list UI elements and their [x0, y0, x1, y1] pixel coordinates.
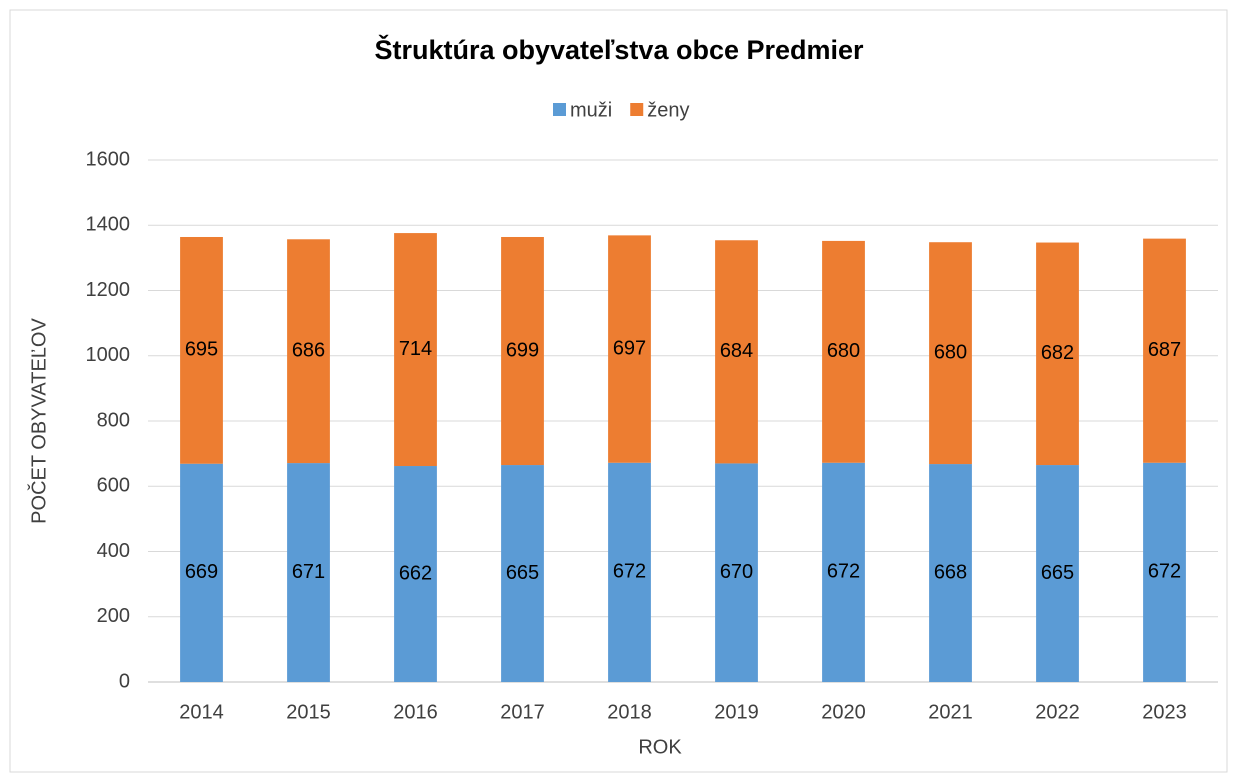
- x-tick-label: 2018: [607, 701, 652, 723]
- legend-swatch: [630, 103, 644, 116]
- bar-segment: [608, 462, 651, 682]
- bar-segment: [180, 463, 223, 682]
- data-label: 695: [185, 339, 218, 361]
- bar-segment: [501, 236, 544, 466]
- y-tick-label: 800: [97, 409, 130, 431]
- x-tick-label: 2015: [286, 701, 331, 723]
- x-tick-label: 2016: [393, 701, 438, 723]
- bar-segment: [501, 465, 544, 682]
- bar-segment: [180, 236, 223, 464]
- legend-label: muži: [570, 99, 612, 121]
- data-label: 671: [292, 561, 325, 583]
- data-label: 686: [292, 339, 325, 361]
- x-tick-label: 2017: [500, 701, 545, 723]
- bar-segment: [822, 240, 865, 463]
- data-label: 662: [399, 562, 432, 584]
- bar-segment: [1036, 465, 1079, 682]
- legend-swatch: [553, 103, 566, 116]
- data-label: 680: [934, 341, 967, 363]
- bar-segment: [608, 235, 651, 463]
- y-tick-label: 600: [97, 475, 130, 497]
- bar-segment: [1143, 462, 1186, 682]
- data-label: 714: [399, 338, 432, 360]
- y-axis-label: POČET OBYVATEĽOV: [27, 318, 50, 524]
- x-tick-label: 2019: [714, 701, 759, 723]
- data-label: 665: [1041, 562, 1074, 584]
- y-tick-label: 0: [119, 670, 130, 692]
- x-tick-label: 2022: [1035, 701, 1080, 723]
- data-label: 670: [720, 561, 753, 583]
- data-label: 672: [827, 561, 860, 583]
- bar-segment: [715, 463, 758, 682]
- data-label: 668: [934, 561, 967, 583]
- x-axis-label: ROK: [638, 736, 682, 758]
- bar-segment: [394, 466, 437, 682]
- bar-segment: [715, 240, 758, 464]
- bar-segment: [1143, 238, 1186, 463]
- data-label: 699: [506, 339, 539, 361]
- bar-segment: [929, 464, 972, 682]
- y-tick-label: 1600: [86, 148, 131, 170]
- data-label: 669: [185, 561, 218, 583]
- data-label: 680: [827, 340, 860, 362]
- bar-segment: [394, 233, 437, 467]
- data-label: 687: [1148, 339, 1181, 361]
- data-label: 682: [1041, 342, 1074, 364]
- y-tick-label: 400: [97, 540, 130, 562]
- y-tick-label: 1200: [86, 279, 131, 301]
- y-tick-label: 1000: [86, 344, 131, 366]
- x-tick-label: 2023: [1142, 701, 1187, 723]
- bar-segment: [1036, 242, 1079, 466]
- y-tick-label: 200: [97, 605, 130, 627]
- bar-segment: [822, 462, 865, 682]
- bar-segment: [287, 239, 330, 464]
- data-label: 697: [613, 337, 646, 359]
- y-tick-label: 1400: [86, 214, 131, 236]
- x-tick-label: 2014: [179, 701, 224, 723]
- x-tick-label: 2020: [821, 701, 866, 723]
- bar-segment: [929, 242, 972, 465]
- data-label: 684: [720, 340, 753, 362]
- data-label: 665: [506, 562, 539, 584]
- data-label: 672: [613, 561, 646, 583]
- data-label: 672: [1148, 561, 1181, 583]
- chart-title: Štruktúra obyvateľstva obce Predmier: [374, 34, 864, 65]
- legend-label: ženy: [647, 99, 689, 121]
- x-tick-label: 2021: [928, 701, 973, 723]
- bar-segment: [287, 463, 330, 682]
